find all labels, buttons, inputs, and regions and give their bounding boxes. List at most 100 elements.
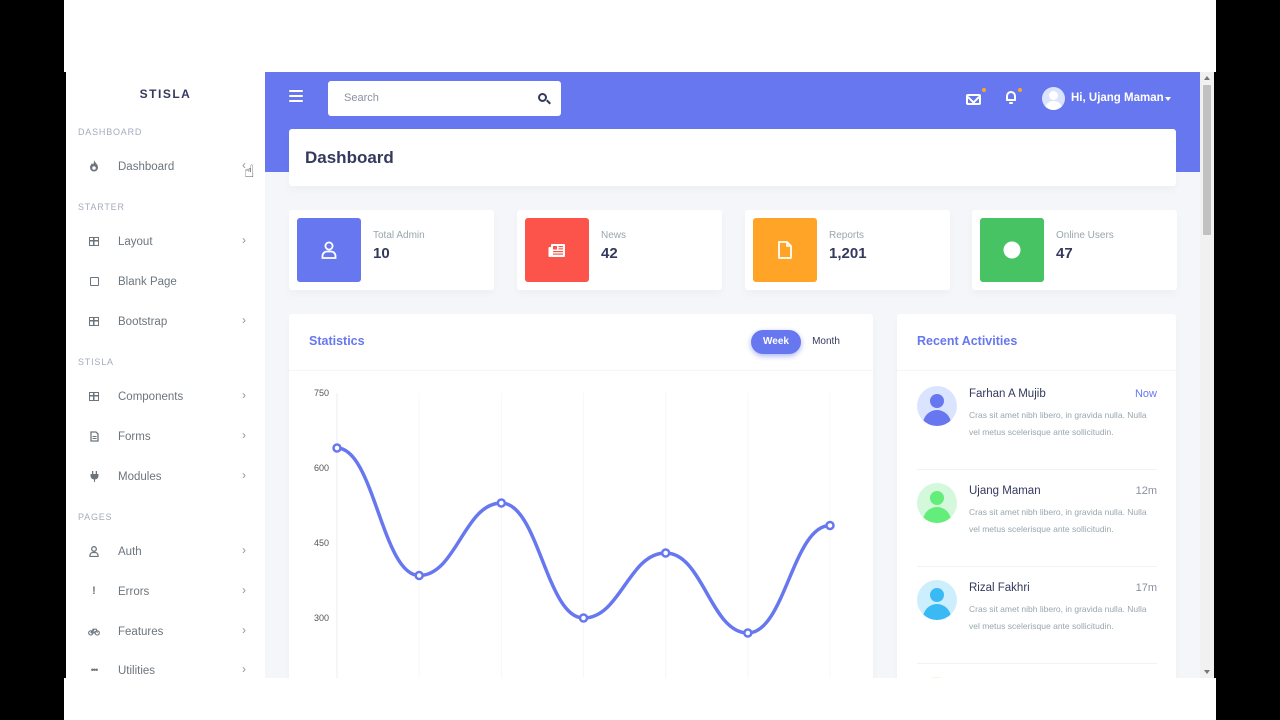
sidebar-item-blank-page[interactable]: Blank Page	[66, 267, 265, 297]
sidebar-item-layout[interactable]: Layout ›	[66, 227, 265, 257]
sidebar-item-label: Components	[118, 391, 184, 403]
ellipsis-icon: •••	[90, 665, 98, 675]
sidebar-item-label: Dashboard	[118, 161, 175, 173]
divider	[289, 370, 873, 371]
plug-icon	[88, 469, 100, 483]
data-point[interactable]	[332, 443, 342, 453]
sidebar-item-features[interactable]: Features ›	[66, 617, 265, 647]
activity-text: Cras sit amet nibh libero, in gravida nu…	[969, 507, 1147, 534]
stat-icon-box	[297, 218, 361, 282]
stat-label: Online Users	[1056, 230, 1114, 241]
activity-item[interactable]: Rizal Fakhri 17m Cras sit amet nibh libe…	[917, 580, 1157, 670]
activity-time: Now	[1134, 388, 1157, 400]
data-point[interactable]	[496, 498, 507, 508]
divider	[917, 663, 1157, 664]
bicycle-icon	[88, 624, 100, 638]
avatar	[917, 580, 957, 620]
file-icon	[88, 429, 100, 443]
chevron-right-icon: ›	[242, 623, 246, 637]
bell-icon[interactable]	[1005, 90, 1017, 104]
sidebar-item-utilities[interactable]: ••• Utilities ›	[66, 656, 265, 678]
stat-icon-box	[525, 218, 589, 282]
data-point[interactable]	[578, 613, 589, 623]
file-icon	[778, 241, 792, 259]
message-indicator	[982, 88, 986, 92]
chevron-right-icon: ›	[242, 583, 246, 597]
brand-logo[interactable]: STISLA	[139, 87, 192, 101]
sidebar-item-label: Forms	[118, 431, 151, 443]
activity-item[interactable]: Ujang Maman 12m Cras sit amet nibh liber…	[917, 483, 1157, 573]
envelope-icon[interactable]	[966, 94, 981, 105]
sidebar-item-label: Bootstrap	[118, 316, 168, 328]
newspaper-icon	[548, 243, 565, 257]
grid-icon	[88, 389, 100, 403]
stat-icon-box	[753, 218, 817, 282]
section-header: Dashboard	[289, 129, 1176, 186]
main-content: Search Hi, Ujang Maman Dashboard Total A…	[265, 72, 1200, 678]
menu-header-dashboard: DASHBOARD	[78, 127, 143, 137]
activity-time: 12m	[1135, 485, 1157, 497]
search-input[interactable]: Search	[328, 81, 561, 116]
card-title: Statistics	[309, 334, 365, 348]
search-icon[interactable]	[538, 93, 547, 102]
y-tick-label: 300	[314, 613, 329, 623]
user-greeting[interactable]: Hi, Ujang Maman	[1071, 92, 1164, 104]
chevron-right-icon: ›	[242, 233, 246, 247]
app-window: STISLA DASHBOARD Dashboard ‹ STARTER Lay…	[66, 72, 1214, 678]
stat-label: News	[601, 230, 627, 241]
stat-value: 10	[373, 245, 390, 262]
table-icon	[88, 314, 100, 328]
stat-label: Reports	[829, 230, 865, 241]
sidebar-item-components[interactable]: Components ›	[66, 382, 265, 412]
sidebar-item-errors[interactable]: ! Errors ›	[66, 577, 265, 607]
stat-card-total-admin: Total Admin 10	[289, 210, 494, 290]
scrollbar-thumb[interactable]	[1203, 85, 1211, 235]
chevron-right-icon: ›	[242, 388, 246, 402]
chevron-left-icon: ‹	[242, 158, 246, 172]
data-point[interactable]	[660, 548, 671, 558]
page-title: Dashboard	[305, 148, 394, 167]
search-placeholder: Search	[344, 92, 379, 104]
top-margin	[64, 0, 1216, 72]
y-tick-label: 450	[314, 538, 329, 548]
sidebar-item-auth[interactable]: Auth ›	[66, 537, 265, 567]
sidebar-item-bootstrap[interactable]: Bootstrap ›	[66, 307, 265, 337]
sidebar-item-dashboard[interactable]: Dashboard ‹	[66, 152, 265, 182]
sidebar-item-label: Blank Page	[118, 276, 177, 288]
week-toggle-button[interactable]: Week	[751, 330, 801, 354]
avatar[interactable]	[1042, 87, 1065, 110]
avatar	[917, 677, 957, 678]
y-tick-label: 750	[314, 388, 329, 398]
hamburger-menu-icon[interactable]	[289, 90, 303, 102]
chevron-right-icon: ›	[242, 543, 246, 557]
sidebar-item-label: Layout	[118, 236, 153, 248]
data-point[interactable]	[414, 570, 424, 581]
user-icon	[321, 241, 337, 259]
sidebar: STISLA DASHBOARD Dashboard ‹ STARTER Lay…	[66, 72, 265, 678]
scrollbar[interactable]	[1200, 72, 1214, 678]
statistics-line-chart: 750 600 450 300	[314, 388, 835, 678]
chevron-right-icon: ›	[242, 313, 246, 327]
activity-time: 17m	[1135, 582, 1157, 594]
month-toggle-button[interactable]: Month	[812, 336, 840, 347]
y-tick-label: 600	[314, 463, 329, 473]
circle-icon	[1003, 241, 1021, 259]
activity-user-name: Rizal Fakhri	[969, 582, 1030, 594]
sidebar-item-label: Features	[118, 626, 164, 638]
scroll-down-arrow-icon[interactable]	[1204, 670, 1210, 674]
data-point[interactable]	[825, 520, 835, 531]
avatar	[917, 483, 957, 523]
activity-user-name: Ujang Maman	[969, 485, 1041, 497]
menu-header-stisla: STISLA	[78, 357, 114, 367]
data-point[interactable]	[743, 628, 753, 638]
scroll-up-arrow-icon[interactable]	[1204, 76, 1210, 80]
divider	[897, 370, 1176, 371]
sidebar-item-label: Auth	[118, 546, 142, 558]
sidebar-item-label: Errors	[118, 586, 150, 598]
columns-icon	[88, 234, 100, 248]
caret-down-icon[interactable]	[1165, 97, 1171, 101]
activity-item[interactable]: Farhan A Mujib Now Cras sit amet nibh li…	[917, 386, 1157, 476]
sidebar-item-forms[interactable]: Forms ›	[66, 422, 265, 452]
notification-indicator	[1018, 88, 1022, 92]
sidebar-item-modules[interactable]: Modules ›	[66, 462, 265, 492]
